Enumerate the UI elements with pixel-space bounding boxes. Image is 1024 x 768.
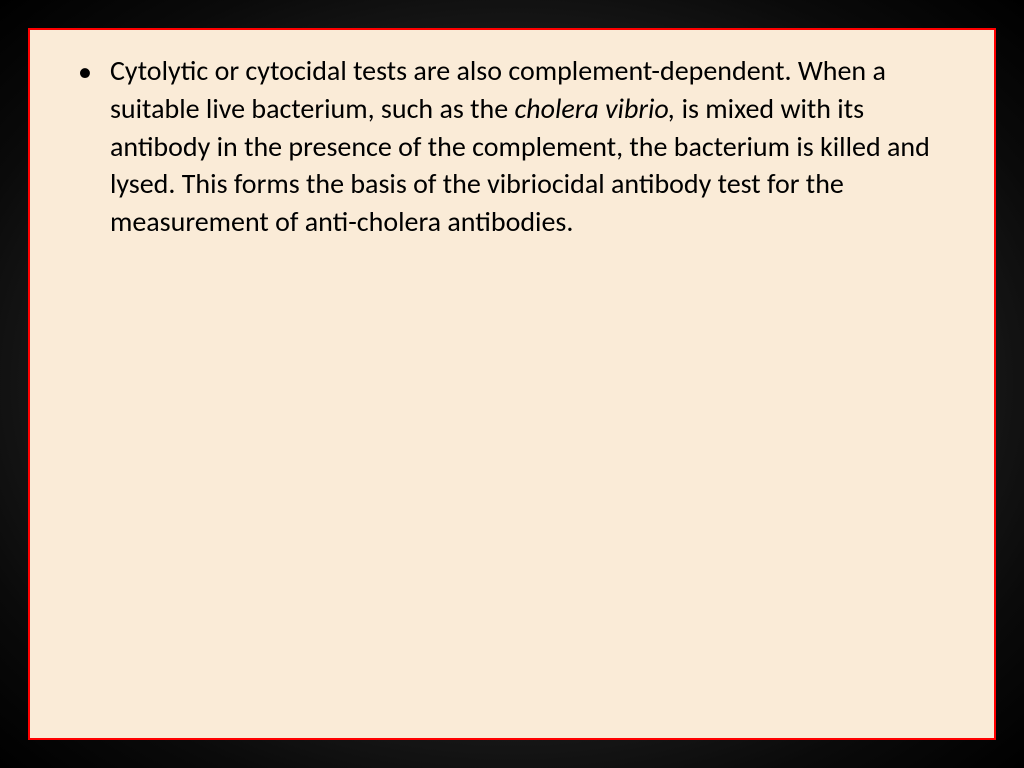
bullet-text: Cytolytic or cytocidal tests are also co…	[110, 52, 964, 241]
slide-frame: • Cytolytic or cytocidal tests are also …	[0, 0, 1024, 768]
text-italic-segment: cholera vibrio,	[515, 91, 676, 126]
bullet-marker: •	[78, 52, 92, 92]
slide-content-area: • Cytolytic or cytocidal tests are also …	[28, 28, 996, 740]
bullet-item: • Cytolytic or cytocidal tests are also …	[60, 52, 964, 241]
bullet-list: • Cytolytic or cytocidal tests are also …	[60, 52, 964, 241]
